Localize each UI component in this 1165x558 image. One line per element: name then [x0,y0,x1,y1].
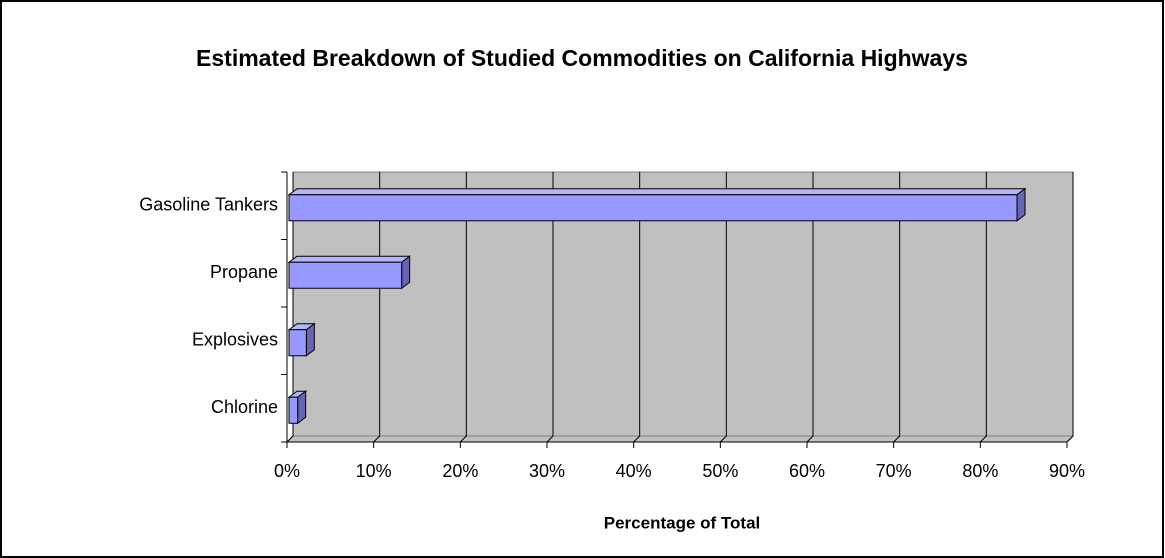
grid-line [806,172,814,443]
bar [287,322,316,357]
x-axis-label: Percentage of Total [604,513,761,532]
grid-line [546,172,554,443]
x-tick-label: 80% [962,461,998,481]
bar-front [288,329,307,357]
x-tick-label: 50% [702,461,738,481]
x-tick-label: 60% [789,461,825,481]
chart-title: Estimated Breakdown of Studied Commoditi… [196,45,968,71]
grid-line [633,172,641,443]
y-tick-label: Propane [210,262,278,282]
bar-side [1016,187,1026,222]
bar-side [297,390,307,425]
bar [287,390,308,425]
x-tick-label: 10% [356,461,392,481]
bar-top [287,188,1027,196]
grid-line [719,172,727,443]
bar [287,187,1027,222]
plot-floor [285,435,1075,443]
x-tick-label: 90% [1049,461,1085,481]
y-tick-label: Gasoline Tankers [139,195,278,215]
x-tick-label: 70% [876,461,912,481]
x-tick-label: 30% [529,461,565,481]
y-tick-label: Chlorine [211,397,278,417]
bar-top [287,255,412,263]
grid-line [1066,172,1074,443]
bar-side [305,322,315,357]
bar-side [401,255,411,290]
x-tick-label: 20% [442,461,478,481]
x-tick-label: 40% [616,461,652,481]
bar-front [288,396,299,424]
grid-line [979,172,987,443]
x-tick-label: 0% [274,461,300,481]
y-tick-label: Explosives [192,330,278,350]
bar-front [288,261,403,289]
bar [287,255,412,290]
bar-front [288,194,1018,222]
grid-line [893,172,901,443]
grid-line [459,172,467,443]
